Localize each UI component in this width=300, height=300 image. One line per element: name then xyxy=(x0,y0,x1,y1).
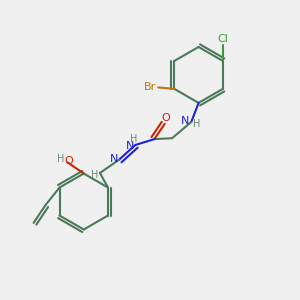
Text: H: H xyxy=(193,119,200,129)
Text: O: O xyxy=(64,156,73,166)
Text: N: N xyxy=(181,116,190,126)
Text: H: H xyxy=(91,170,98,180)
Text: H: H xyxy=(130,134,137,144)
Text: H: H xyxy=(56,154,64,164)
Text: O: O xyxy=(161,113,170,124)
Text: Br: Br xyxy=(144,82,156,92)
Text: N: N xyxy=(126,142,134,152)
Text: Cl: Cl xyxy=(218,34,228,44)
Text: N: N xyxy=(110,154,118,164)
